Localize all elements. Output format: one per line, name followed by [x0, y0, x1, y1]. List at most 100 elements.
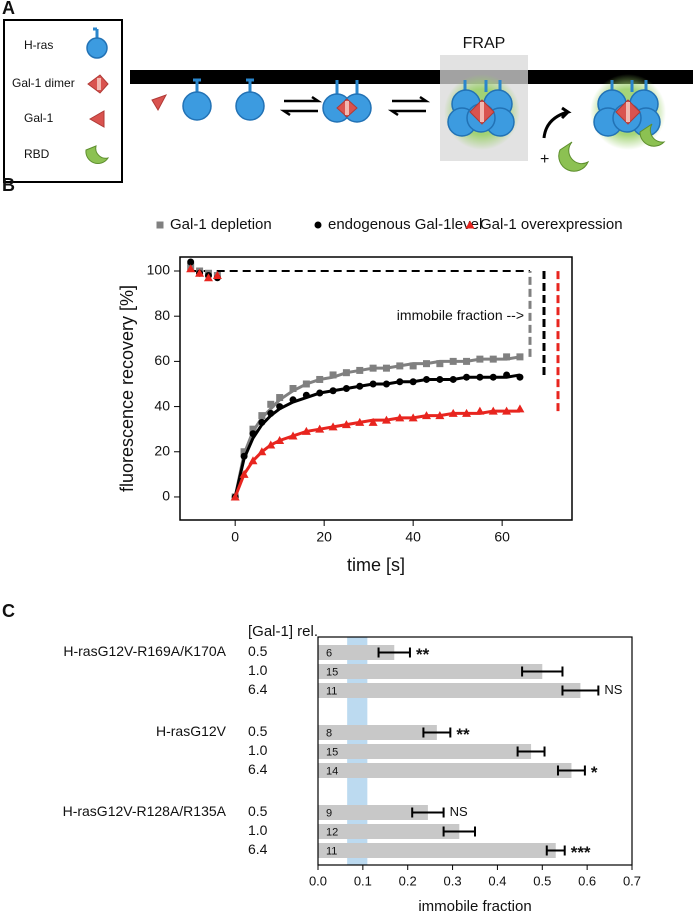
- plus: +: [540, 151, 549, 168]
- x-tick-label: 20: [316, 529, 332, 545]
- count-label: 9: [326, 807, 332, 819]
- x-axis-label: immobile fraction: [418, 898, 531, 915]
- point: [503, 353, 511, 361]
- category-label: 6.4: [248, 761, 268, 777]
- legend-label: endogenous Gal-1level: [328, 216, 482, 233]
- y-tick-label: 100: [147, 262, 171, 278]
- count-label: 14: [326, 765, 338, 777]
- x-tick-label: 0.0: [309, 873, 327, 888]
- legend-label: H-ras: [24, 38, 53, 52]
- diagram-shapes: +: [151, 74, 666, 172]
- error-bar: [422, 727, 452, 738]
- fit-line: [233, 373, 521, 498]
- plot-frame: [179, 256, 573, 521]
- x-tick-label: 0.4: [488, 873, 506, 888]
- legend-label: Gal-1 dimer: [12, 76, 75, 90]
- error-bar: [556, 765, 586, 776]
- point: [267, 400, 275, 408]
- legend-marker: [465, 220, 475, 229]
- x-tick-label: 60: [494, 529, 510, 545]
- y-axis-label: fluorescence recovery [%]: [117, 285, 137, 492]
- count-label: 11: [326, 845, 337, 857]
- point: [186, 264, 196, 273]
- error-bar: [442, 826, 476, 837]
- significance: **: [456, 725, 470, 744]
- significance: ***: [571, 843, 591, 862]
- point: [258, 412, 266, 420]
- error-bar: [561, 685, 600, 696]
- x-tick-label: 0.3: [444, 873, 462, 888]
- point: [329, 371, 337, 379]
- bar: [318, 763, 572, 778]
- category-label: 1.0: [248, 822, 268, 838]
- panel-label: A: [2, 0, 15, 18]
- significance: NS: [450, 804, 468, 819]
- annotation: immobile fraction -->: [397, 307, 524, 323]
- point: [368, 417, 378, 426]
- x-tick-label: 0.2: [399, 873, 417, 888]
- legend-icons: [85, 27, 110, 164]
- y-tick-label: 40: [154, 397, 170, 413]
- bar: [318, 843, 556, 858]
- category-label: 0.5: [248, 643, 268, 659]
- panel-label: C: [2, 601, 15, 621]
- legend-label: RBD: [24, 147, 50, 161]
- x-tick-label: 0.7: [623, 873, 641, 888]
- error-bar: [545, 845, 566, 856]
- point: [276, 394, 284, 402]
- significance: **: [416, 645, 430, 664]
- column-header: [Gal-1] rel.: [248, 623, 318, 640]
- plot-frame: [317, 636, 633, 866]
- count-label: 6: [326, 647, 332, 659]
- legend-label: Gal-1: [24, 111, 54, 125]
- point: [436, 360, 444, 368]
- bar: [318, 664, 543, 679]
- y-tick-label: 80: [154, 307, 170, 323]
- panel-a: A H-ras Gal-1 dimer Gal-1 RBD FRAP: [2, 0, 693, 183]
- category-label: 6.4: [248, 841, 268, 857]
- point: [187, 258, 195, 266]
- x-tick-label: 0.5: [533, 873, 551, 888]
- count-label: 8: [326, 727, 332, 739]
- x-axis-label: time [s]: [347, 555, 405, 575]
- point: [289, 385, 297, 392]
- point: [409, 362, 417, 370]
- fit-line: [233, 409, 520, 498]
- category-label: 1.0: [248, 662, 268, 678]
- category-label: 0.5: [248, 803, 268, 819]
- bar: [318, 725, 437, 740]
- category-label: 0.5: [248, 723, 268, 739]
- y-tick-label: 20: [154, 442, 170, 458]
- y-tick-label: 0: [162, 488, 170, 504]
- bar: [318, 744, 532, 759]
- count-label: 12: [326, 826, 338, 838]
- membrane: [130, 70, 693, 84]
- panel-label: B: [2, 175, 15, 195]
- point: [195, 268, 205, 277]
- x-tick-label: 0: [231, 529, 239, 545]
- point: [203, 273, 213, 282]
- y-tick-label: 60: [154, 352, 170, 368]
- count-label: 11: [326, 685, 337, 697]
- legend-label: Gal-1 overexpression: [480, 216, 623, 233]
- x-tick-label: 0.1: [354, 873, 372, 888]
- group-label: H-rasG12V: [156, 723, 227, 739]
- legend-label: Gal-1 depletion: [170, 216, 272, 233]
- error-bar: [521, 666, 564, 677]
- bar: [318, 683, 581, 698]
- legend-marker: [314, 221, 322, 229]
- significance: NS: [604, 682, 622, 697]
- bar: [318, 824, 460, 839]
- group-label: H-rasG12V-R169A/K170A: [63, 643, 226, 659]
- error-bar: [516, 746, 546, 757]
- count-label: 15: [326, 666, 338, 678]
- count-label: 15: [326, 746, 338, 758]
- category-label: 1.0: [248, 742, 268, 758]
- category-label: 6.4: [248, 681, 268, 697]
- error-bar: [411, 807, 445, 818]
- x-tick-label: 0.6: [578, 873, 596, 888]
- significance: *: [591, 763, 598, 782]
- x-tick-label: 40: [405, 529, 421, 545]
- legend-box: [3, 19, 123, 183]
